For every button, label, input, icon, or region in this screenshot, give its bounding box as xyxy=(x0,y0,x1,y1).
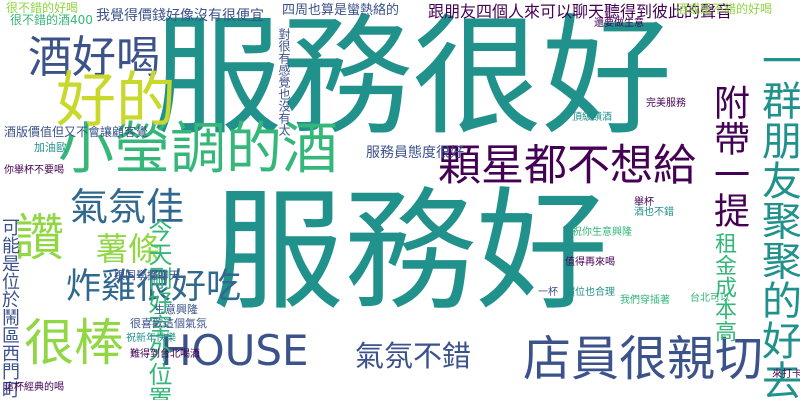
word-3: 顆星都不想給 xyxy=(438,141,696,191)
word-36: 完美服務 xyxy=(646,98,686,109)
word-34: 這杯經典的喝 xyxy=(4,382,64,393)
word-12: 薯條 xyxy=(96,230,161,268)
word-2: 小瑩調的酒 xyxy=(58,117,338,182)
word-43: 還要做生意 xyxy=(594,18,644,29)
word-20: 服務員態度很好 xyxy=(366,145,464,161)
word-30: 很喜歡這個氣氛 xyxy=(130,317,207,330)
word-25: 很不錯的酒400 xyxy=(10,13,93,27)
word-44: 酒也不錯 xyxy=(634,207,674,218)
word-33: 難得到台北喝酒 xyxy=(130,349,200,360)
word-24: 酒或是不錯的好喝 xyxy=(676,2,773,16)
word-35: 頂級饋酒 xyxy=(572,112,612,123)
word-4: 一群朋友聚聚的好去處 xyxy=(755,40,800,400)
word-18: 四周也算是蠻熱絡的 xyxy=(282,3,400,18)
word-26: 酒版價值但又不會讓顧客覺 xyxy=(4,125,149,139)
word-16: 租金成本高 xyxy=(711,232,736,342)
word-5: 店員很親切 xyxy=(523,331,764,387)
word-1: 服務好 xyxy=(212,175,608,329)
word-14: 氣氛不錯 xyxy=(355,339,472,373)
word-7: 酒好喝 xyxy=(28,32,160,83)
word-22: 可能是位於鬧區西門町 xyxy=(0,218,20,398)
word-0: 服務很好 xyxy=(152,1,673,153)
word-6: HOUSE xyxy=(160,326,309,375)
word-28: 你舉杯不要喝 xyxy=(4,165,64,176)
word-17: 跟朋友四個人來可以聊天聽得到彼此的聲音 xyxy=(428,2,733,21)
word-47: 來打卡 xyxy=(772,369,800,380)
word-39: 值得再來喝 xyxy=(565,257,615,268)
word-38: 祝你生意興隆 xyxy=(572,227,632,238)
word-31: 生意興隆 xyxy=(154,303,198,316)
word-13: 炸雞很好吃 xyxy=(66,267,242,307)
word-27: 加油歐 xyxy=(34,141,67,154)
word-8: 好的 xyxy=(56,66,176,136)
word-45: 對很有感覺也沒有太 xyxy=(277,28,291,136)
word-19: 我覺得價錢好像沒有很便宜 xyxy=(96,8,264,24)
word-29: 跟同學攤聊天 xyxy=(114,269,180,282)
word-32: 祝新年快樂 xyxy=(126,333,176,344)
word-15: 附帶一提 xyxy=(708,84,749,228)
word-9: 讚 xyxy=(14,209,64,267)
word-42: 一杯 xyxy=(538,287,558,298)
word-37: 舉杯 xyxy=(634,197,654,208)
word-11: 氣氛佳 xyxy=(70,185,185,229)
word-23: 很不錯的好喝 xyxy=(6,1,79,15)
word-40: 價位也合理 xyxy=(565,287,615,298)
word-21: 今天剛好室外位置很多 xyxy=(144,218,172,400)
word-41: 我們穿插著 xyxy=(620,295,670,306)
word-46: 台北可以 xyxy=(690,293,730,304)
word-10: 很棒 xyxy=(24,314,124,372)
